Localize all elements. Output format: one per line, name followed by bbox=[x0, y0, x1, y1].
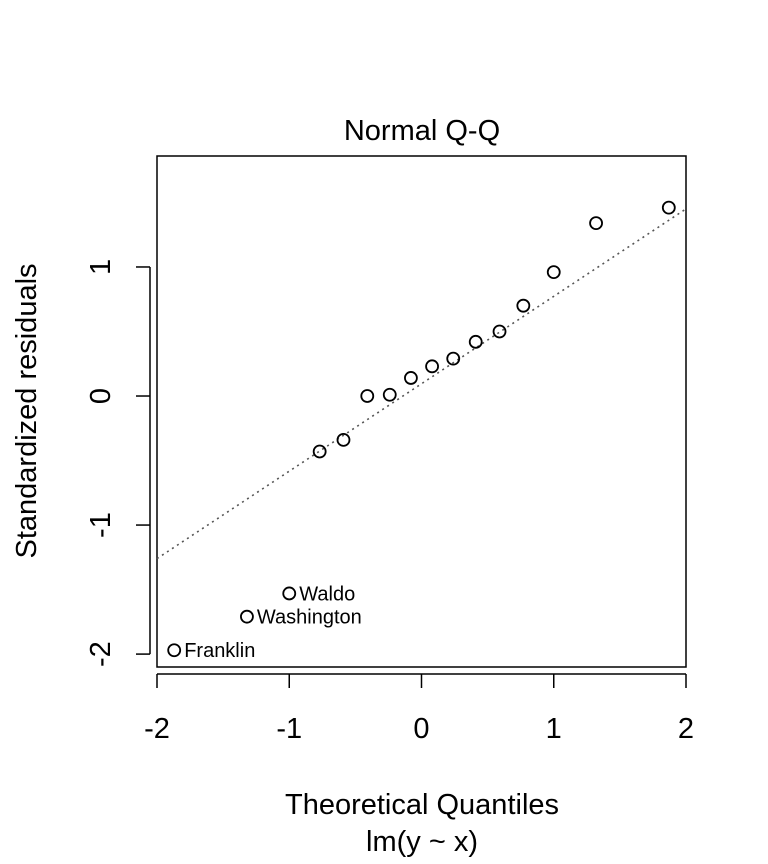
point-label: Waldo bbox=[299, 583, 355, 605]
y-axis-label: Standardized residuals bbox=[11, 263, 43, 558]
x-tick-label: -2 bbox=[144, 713, 170, 745]
qq-point bbox=[240, 609, 254, 624]
x-tick-label: 2 bbox=[678, 713, 694, 745]
x-axis-label: Theoretical Quantiles bbox=[285, 789, 559, 821]
qq-reference-line bbox=[156, 208, 687, 560]
point-label: Washington bbox=[257, 607, 362, 629]
qq-point bbox=[282, 586, 297, 601]
y-tick-label: 1 bbox=[85, 259, 117, 275]
x-tick-label: 1 bbox=[546, 713, 562, 745]
qq-point bbox=[446, 351, 461, 366]
x-axis: -2 -1 0 1 2 bbox=[144, 673, 694, 745]
qq-point bbox=[360, 389, 375, 403]
qq-point bbox=[312, 444, 327, 459]
x-tick-label: 0 bbox=[413, 713, 429, 745]
point-label: Franklin bbox=[184, 640, 255, 662]
y-axis: -2 -1 0 1 bbox=[85, 259, 151, 667]
qq-point bbox=[404, 371, 418, 385]
plot-frame bbox=[156, 155, 687, 668]
qq-point bbox=[492, 324, 507, 339]
qq-point bbox=[661, 200, 676, 215]
qq-point bbox=[336, 432, 351, 447]
qq-point bbox=[589, 216, 603, 231]
qq-point bbox=[516, 298, 531, 313]
y-tick-label: 0 bbox=[85, 388, 117, 404]
model-caption: lm(y ~ x) bbox=[366, 826, 478, 858]
qq-point bbox=[382, 387, 397, 402]
x-tick-label: -1 bbox=[276, 713, 302, 745]
y-tick-label: -2 bbox=[85, 641, 117, 667]
qq-point bbox=[546, 265, 561, 280]
qq-point bbox=[167, 643, 182, 658]
y-tick-label: -1 bbox=[85, 512, 117, 538]
qq-point bbox=[425, 359, 439, 374]
qq-point bbox=[468, 334, 483, 349]
chart-title: Normal Q-Q bbox=[344, 115, 500, 147]
